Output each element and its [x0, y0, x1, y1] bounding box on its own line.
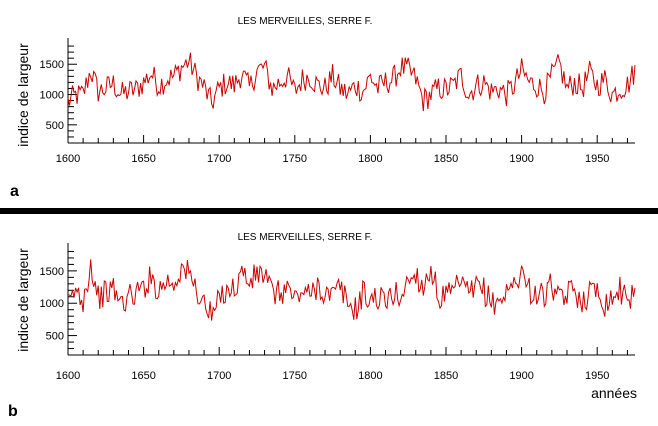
panel-a: LES MERVEILLES, SERRE F. indice de large…: [10, 16, 636, 200]
panel-b-letter: b: [8, 403, 18, 420]
x-tick-label: 1800: [358, 153, 382, 165]
y-tick-label: 500: [46, 120, 64, 132]
width-index-series-line: [67, 52, 636, 112]
x-tick-label: 1900: [509, 370, 533, 382]
panel-a-title: LES MERVEILLES, SERRE F.: [238, 16, 373, 27]
width-index-series-line: [67, 259, 636, 321]
panel-separator: [0, 208, 658, 214]
panel-b-series: [67, 259, 636, 321]
y-tick-label: 1500: [40, 59, 64, 71]
panel-a-xticks: 1600 1650 1700 1750 1800 1850 1900 1950: [56, 135, 635, 165]
x-tick-label: 1850: [434, 370, 458, 382]
panel-b: LES MERVEILLES, SERRE F. indice de large…: [8, 232, 637, 420]
panel-a-letter: a: [10, 183, 19, 200]
y-tick-label: 500: [46, 331, 64, 343]
panel-a-yticks: 500 1000 1500: [40, 38, 77, 143]
panel-b-xticks: 1600 1650 1700 1750 1800 1850 1900 1950: [56, 347, 635, 382]
y-tick-label: 1000: [40, 298, 64, 310]
x-tick-label: 1950: [585, 370, 609, 382]
y-tick-label: 1000: [40, 90, 64, 102]
y-tick-label: 1500: [40, 266, 64, 278]
panel-b-ylabel: indice de largeur: [15, 248, 31, 352]
x-tick-label: 1650: [131, 370, 155, 382]
x-tick-label: 1950: [585, 153, 609, 165]
x-tick-label: 1700: [207, 153, 231, 165]
x-tick-label: 1650: [131, 153, 155, 165]
x-tick-label: 1750: [283, 370, 307, 382]
x-tick-label: 1700: [207, 370, 231, 382]
panel-b-title: LES MERVEILLES, SERRE F.: [238, 232, 373, 243]
x-tick-label: 1600: [56, 153, 80, 165]
panel-b-xlabel: années: [591, 385, 637, 401]
x-tick-label: 1600: [56, 370, 80, 382]
panel-a-series: [67, 52, 636, 112]
x-tick-label: 1900: [509, 153, 533, 165]
x-tick-label: 1750: [283, 153, 307, 165]
x-tick-label: 1850: [434, 153, 458, 165]
x-tick-label: 1800: [358, 370, 382, 382]
panel-b-yticks: 500 1000 1500: [40, 243, 77, 355]
panel-a-ylabel: indice de largeur: [15, 43, 31, 147]
